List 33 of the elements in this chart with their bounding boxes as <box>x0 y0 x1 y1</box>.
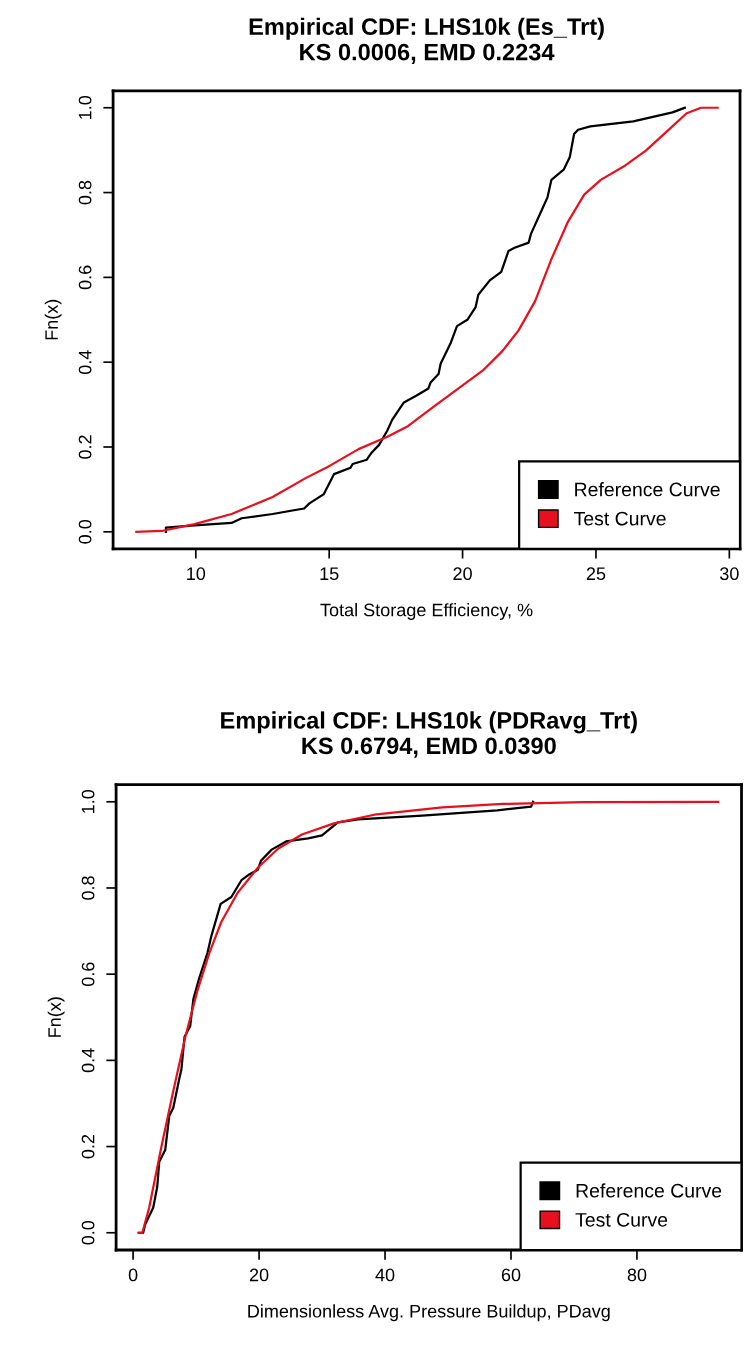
y-tick-label: 0.8 <box>78 180 92 205</box>
x-tick-label: 10 <box>187 567 206 581</box>
y-tick-label: 0.0 <box>81 1220 95 1245</box>
y-tick-label: 0.6 <box>78 265 92 290</box>
y-axis-title: Fn(x) <box>47 997 65 1037</box>
legend-label: Reference Curve <box>575 482 720 497</box>
y-tick-label: 0.8 <box>81 876 95 900</box>
x-tick-label: 40 <box>375 1268 395 1282</box>
chart-title: Empirical CDF: LHS10k (Es_Trt) KS 0.0006, EMD 0.2234 <box>249 17 604 64</box>
x-axis-title: Dimensionless Avg. Pressure Buildup, PDavg <box>248 1304 610 1322</box>
x-tick-label: 60 <box>501 1268 521 1282</box>
y-tick-label: 1.0 <box>81 789 95 813</box>
x-tick-label: 30 <box>719 567 739 581</box>
legend-label: Test Curve <box>574 511 666 526</box>
legend-label: Test Curve <box>575 1212 668 1227</box>
y-tick-label: 0.2 <box>81 1134 95 1159</box>
x-tick-label: 80 <box>627 1268 647 1282</box>
y-tick-label: 0.0 <box>78 519 92 544</box>
y-tick-label: 1.0 <box>78 95 92 119</box>
x-tick-label: 20 <box>249 1268 269 1282</box>
y-tick-label: 0.6 <box>81 962 95 987</box>
x-tick-label: 0 <box>128 1268 138 1282</box>
y-tick-label: 0.2 <box>78 435 92 459</box>
x-tick-label: 25 <box>586 567 606 581</box>
chart-title: Empirical CDF: LHS10k (PDRavg_Trt) KS 0.6794, EMD 0.0390 <box>221 711 637 758</box>
x-axis-title: Total Storage Efficiency, % <box>320 603 533 620</box>
x-tick-label: 20 <box>453 567 472 581</box>
y-axis-title: Fn(x) <box>44 299 62 340</box>
y-tick-label: 0.4 <box>78 350 92 375</box>
y-tick-label: 0.4 <box>81 1048 95 1073</box>
legend-label: Reference Curve <box>576 1183 722 1198</box>
line-series <box>137 800 720 1234</box>
x-tick-label: 15 <box>320 567 339 581</box>
